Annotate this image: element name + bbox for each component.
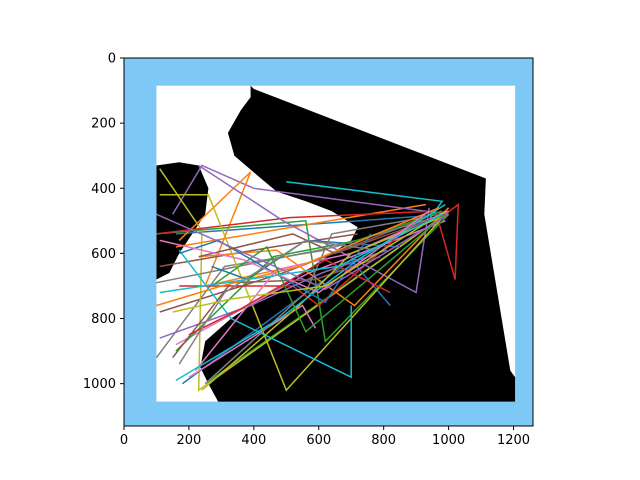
y-tick-label: 800 — [91, 312, 116, 327]
series-line-32 — [211, 213, 446, 333]
series-line-35 — [198, 213, 446, 258]
series-line-14 — [198, 164, 430, 294]
series-line-3 — [444, 202, 460, 280]
left-land-region — [156, 162, 209, 280]
y-axis: 0 200 400 600 800 1000 — [83, 52, 124, 392]
series-line-17 — [156, 213, 446, 284]
series-line-12 — [156, 213, 450, 343]
series-line-31 — [156, 207, 440, 307]
y-tick-label: 1000 — [83, 377, 116, 392]
y-tick-label: 0 — [108, 52, 116, 67]
series-line-13 — [156, 210, 456, 280]
series-line-34 — [156, 213, 449, 291]
series-line-39 — [159, 213, 443, 294]
x-tick-label: 600 — [306, 433, 331, 448]
series-line-22 — [175, 210, 443, 352]
series-line-19 — [178, 249, 352, 379]
route-lines — [155, 164, 460, 392]
x-tick-label: 400 — [241, 433, 266, 448]
series-line-4 — [172, 164, 449, 216]
series-line-36 — [159, 210, 430, 294]
y-tick-label: 400 — [91, 182, 116, 197]
y-tick-label: 600 — [91, 247, 116, 262]
series-line-9 — [286, 181, 444, 225]
series-line-38 — [172, 210, 446, 313]
plot-area — [124, 58, 533, 426]
x-tick-label: 200 — [177, 433, 202, 448]
x-axis: 0 200 400 600 800 1000 1200 — [120, 426, 530, 448]
x-tick-label: 800 — [371, 433, 396, 448]
x-tick-label: 0 — [120, 433, 128, 448]
series-line-18 — [159, 194, 446, 392]
series-line-37 — [178, 239, 378, 365]
series-line-16 — [188, 304, 317, 378]
series-line-21 — [198, 207, 450, 307]
x-tick-label: 1200 — [497, 433, 530, 448]
x-tick-label: 1000 — [432, 433, 465, 448]
series-line-33 — [188, 259, 391, 336]
axes-frame — [123, 57, 534, 427]
y-tick-label: 200 — [91, 117, 116, 132]
